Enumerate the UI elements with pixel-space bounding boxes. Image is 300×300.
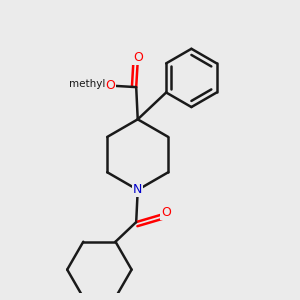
Text: O: O: [105, 79, 115, 92]
Text: O: O: [161, 206, 171, 219]
Text: N: N: [133, 183, 142, 196]
Text: methyl: methyl: [69, 79, 105, 89]
Text: O: O: [133, 52, 143, 64]
